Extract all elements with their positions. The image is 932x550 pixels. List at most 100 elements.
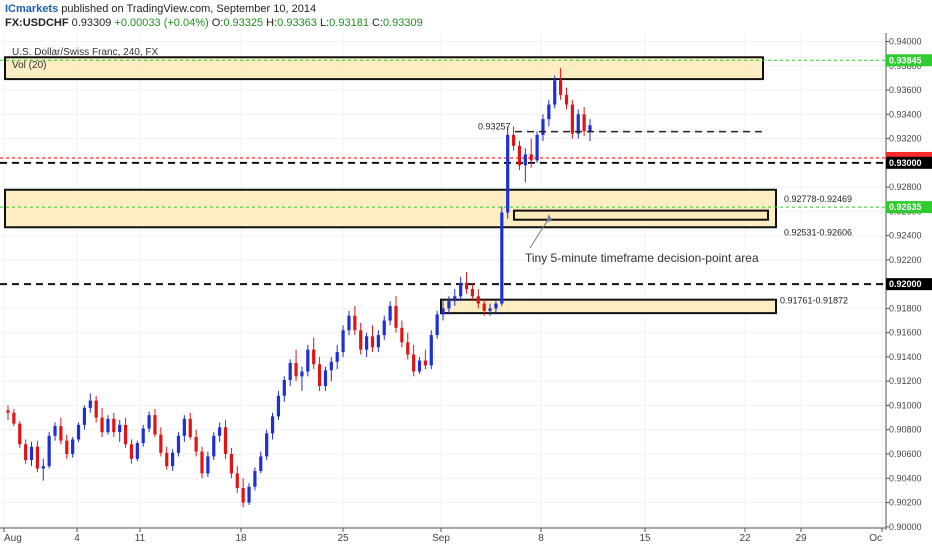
x-tick-label: Oc xyxy=(869,533,882,544)
supply-demand-zone xyxy=(4,56,764,81)
candle-body xyxy=(488,308,492,311)
candle-body xyxy=(229,453,233,474)
candle-body xyxy=(559,80,563,95)
candle-body xyxy=(123,424,128,445)
x-tick-label: 8 xyxy=(538,533,544,544)
price-axis-tag xyxy=(886,278,932,291)
candle-body xyxy=(564,94,569,105)
candle-body xyxy=(312,349,316,365)
y-tick-label: 0.92400 xyxy=(889,231,922,241)
candle-body xyxy=(71,439,75,454)
candles xyxy=(6,68,592,508)
candle-body xyxy=(523,154,527,166)
candle-body xyxy=(241,487,245,503)
x-tick-label: Aug xyxy=(4,533,22,544)
candle-body xyxy=(529,154,533,161)
publisher-name[interactable]: ICmarkets xyxy=(5,3,59,15)
candle-body xyxy=(476,296,480,304)
y-tick-label: 0.90200 xyxy=(889,498,922,508)
candle-body xyxy=(517,145,522,166)
candle-body xyxy=(35,446,39,469)
candle-body xyxy=(347,315,351,331)
candle-body xyxy=(59,426,63,441)
candle-body xyxy=(323,370,328,387)
y-tick-label: 0.93200 xyxy=(889,134,922,144)
y-tick-label: 0.92200 xyxy=(889,255,922,265)
candle-body xyxy=(459,282,463,297)
candle-body xyxy=(141,428,145,444)
zone-range-label: 0.91761-0.91872 xyxy=(780,296,848,306)
candle-body xyxy=(129,444,134,459)
candle-body xyxy=(118,424,122,433)
candle-body xyxy=(53,426,57,436)
zones xyxy=(4,56,777,315)
candle-body xyxy=(453,296,457,302)
candle-body xyxy=(394,305,398,328)
candle-body xyxy=(76,424,81,440)
y-tick-label: 0.91600 xyxy=(889,328,922,338)
candle-body xyxy=(6,410,10,413)
price-axis-tag xyxy=(886,54,932,67)
candle-body xyxy=(47,435,51,467)
annotations: 0.93257 0.92778-0.92469 0.92531-0.92606 0.9… xyxy=(478,122,852,306)
y-tick-label: 0.93600 xyxy=(889,85,922,95)
supply-demand-zone xyxy=(440,298,777,315)
candle-body xyxy=(235,473,239,488)
decision-point-arrowhead xyxy=(546,214,552,222)
chart-header: ICmarkets published on TradingView.com, … xyxy=(0,0,932,30)
y-tick-label: 0.92800 xyxy=(889,182,922,192)
high-label: H: xyxy=(266,17,278,29)
y-axis[interactable]: 0.90000 0.90200 0.90400 0.90600 0.90800 0.910… xyxy=(886,36,932,532)
candle-body xyxy=(482,303,486,311)
zone-range-label: 0.92778-0.92469 xyxy=(784,194,852,204)
low-label: L: xyxy=(319,17,330,29)
candle-body xyxy=(82,407,87,425)
zone-range-label: 0.92531-0.92606 xyxy=(784,228,852,238)
x-axis[interactable]: Aug 4 11 18 25 Sep 8 15 22 29 Oc xyxy=(3,528,883,544)
y-tick-label: 0.94000 xyxy=(889,36,922,46)
candle-body xyxy=(365,336,369,350)
candle-body xyxy=(135,443,139,459)
close-label: C: xyxy=(372,17,383,29)
candle-body xyxy=(94,400,98,418)
candle-body xyxy=(212,435,216,457)
candle-body xyxy=(570,104,574,134)
candle-body xyxy=(306,349,310,372)
candle-body xyxy=(500,212,504,304)
published-text: published on TradingView.com, September … xyxy=(61,3,317,15)
y-tick-label: 0.90000 xyxy=(889,522,922,532)
candle-body xyxy=(417,360,422,372)
candle-body xyxy=(112,418,116,433)
candle-body xyxy=(247,486,251,503)
y-tick-label: 0.91200 xyxy=(889,376,922,386)
x-tick-label: 4 xyxy=(74,533,80,544)
candle-body xyxy=(341,330,345,353)
candle-body xyxy=(176,435,181,453)
price-axis-tag-label: 0.93845 xyxy=(889,55,922,65)
y-tick-label: 0.90800 xyxy=(889,425,922,435)
publish-line: ICmarkets published on TradingView.com, … xyxy=(5,3,316,15)
legend-title: U.S. Dollar/Swiss Franc, 240, FX xyxy=(12,47,158,58)
candle-body xyxy=(165,452,169,467)
candle-body xyxy=(147,415,151,429)
decision-point-label: Tiny 5-minute timeframe decision-point a… xyxy=(525,251,759,265)
candle-body xyxy=(24,444,28,461)
candle-body xyxy=(576,114,580,134)
candle-body xyxy=(494,303,498,309)
plot-background xyxy=(0,33,886,528)
candle-body xyxy=(447,301,451,309)
candle-body xyxy=(171,452,175,467)
candle-body xyxy=(206,456,210,474)
candle-body xyxy=(412,354,416,372)
ohlc-line: FX:USDCHF 0.93309 +0.00033 (+0.04%) O:0.… xyxy=(5,17,423,29)
price-axis-tag-label: 0.92000 xyxy=(889,279,922,289)
close-value: 0.93309 xyxy=(383,17,423,29)
candle-body xyxy=(553,80,557,105)
candle-body xyxy=(423,360,427,366)
consolidation-level-label: 0.93257 xyxy=(478,122,511,132)
candle-body xyxy=(370,336,375,348)
candle-body xyxy=(400,327,404,343)
candle-body xyxy=(265,433,269,457)
candle-body xyxy=(218,427,222,436)
